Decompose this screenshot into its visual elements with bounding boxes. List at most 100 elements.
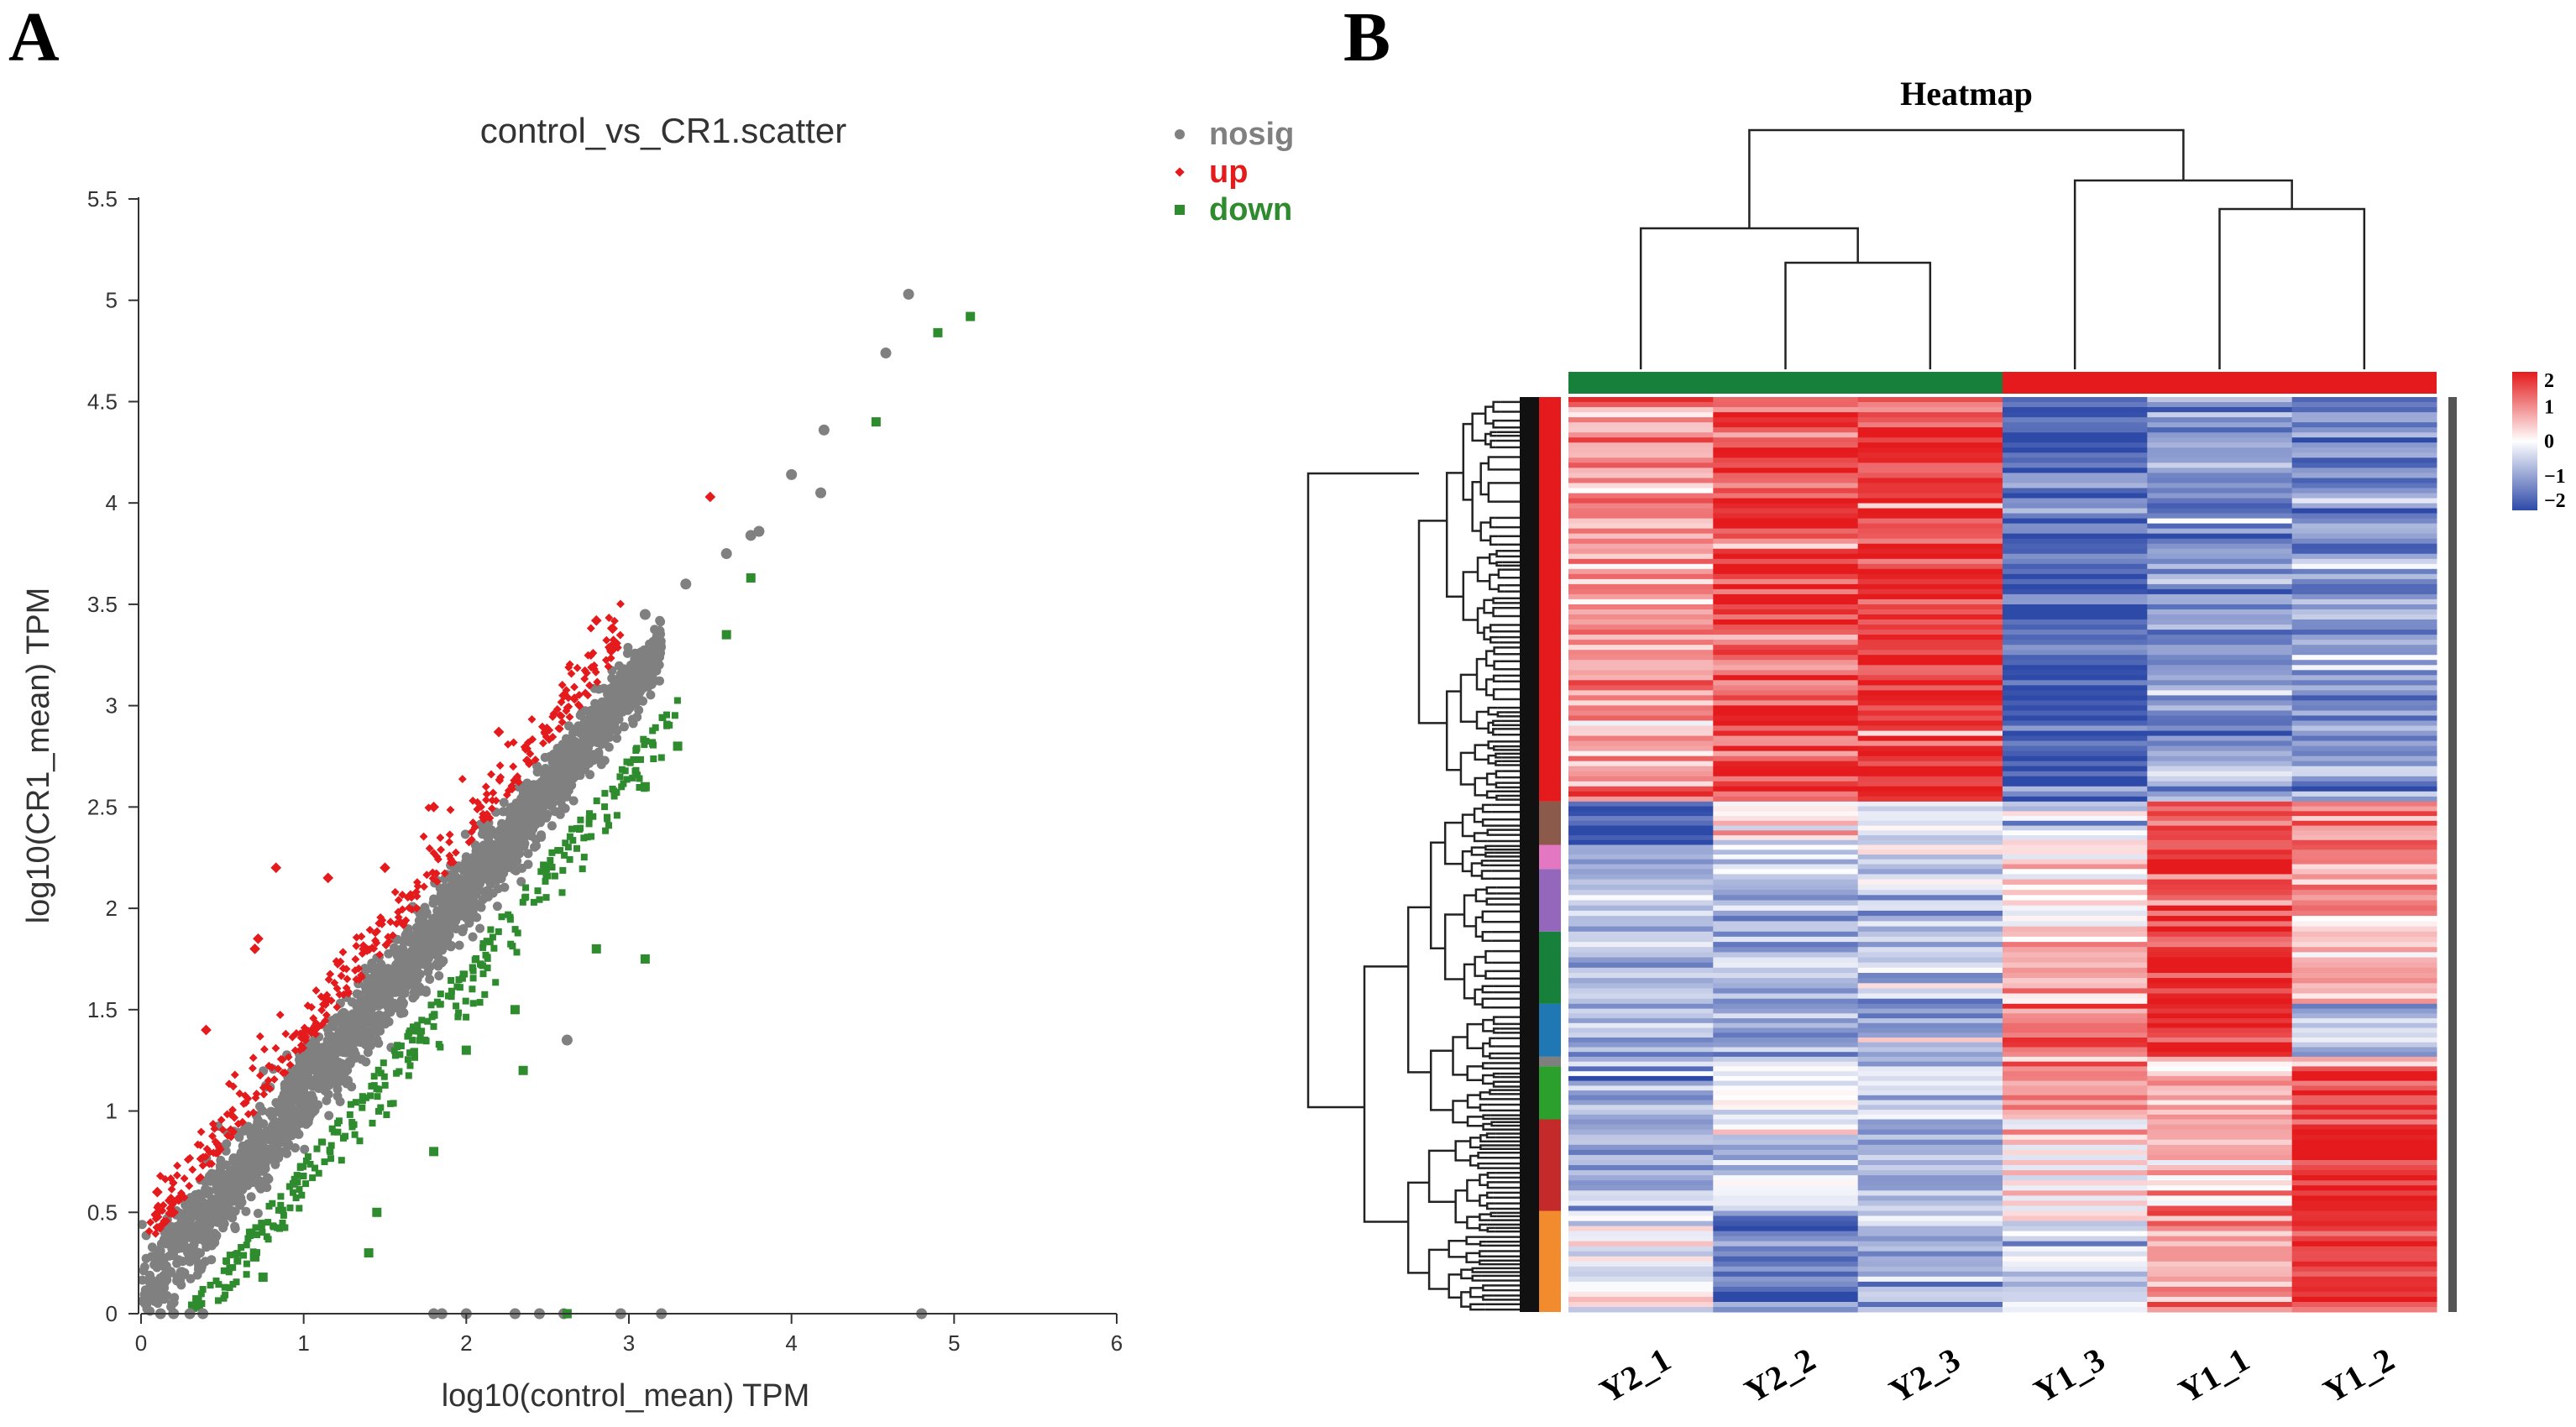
heatmap-cell	[2291, 1027, 2437, 1033]
heatmap-cell	[1857, 513, 2003, 519]
column-label-y1_3: Y1_3	[2028, 1341, 2111, 1410]
down-point	[300, 1173, 307, 1179]
heatmap-cell	[1857, 1149, 2003, 1156]
nosig-point	[395, 983, 405, 993]
down-point	[410, 1023, 416, 1031]
down-point	[304, 1153, 312, 1160]
nosig-point	[206, 1176, 215, 1186]
up-point	[420, 882, 428, 891]
nosig-point	[547, 821, 557, 831]
heatmap-cell	[1857, 1085, 2003, 1091]
heatmap-cell	[1857, 604, 2003, 610]
down-point	[435, 1041, 442, 1048]
heatmap-cell	[1713, 1286, 1859, 1293]
nosig-point	[266, 1150, 276, 1160]
heatmap-cell	[1568, 745, 1714, 752]
row-dendro-root	[1306, 472, 1419, 1109]
heatmap-cell	[1713, 452, 1859, 458]
down-point	[264, 1236, 272, 1243]
heatmap-cell	[1568, 655, 1714, 661]
heatmap-cell	[2291, 1175, 2437, 1181]
heatmap-cell	[2147, 1022, 2293, 1028]
down-point	[637, 755, 644, 763]
nosig-point	[589, 755, 599, 766]
down-point	[289, 1180, 296, 1188]
heatmap-cell	[1857, 869, 2003, 875]
nosig-point	[384, 993, 394, 1003]
heatmap-cell	[2003, 755, 2148, 762]
legend-marker-down	[1175, 205, 1185, 215]
heatmap-cell	[1713, 690, 1859, 696]
heatmap-cell	[2003, 1056, 2148, 1063]
heatmap-cell	[2291, 962, 2437, 969]
heatmap-cell	[1857, 473, 2003, 478]
heatmap-cell	[2147, 538, 2293, 545]
nosig-point	[568, 728, 578, 738]
up-point	[288, 1032, 297, 1042]
heatmap-cell	[2147, 442, 2293, 448]
heatmap-cell	[2003, 538, 2148, 545]
up-point	[487, 770, 495, 779]
heatmap-cell	[2147, 645, 2293, 651]
heatmap-cell	[2291, 801, 2437, 808]
row-dendro-branch	[1460, 1268, 1473, 1280]
heatmap-cell	[1857, 745, 2003, 752]
heatmap-cell	[2147, 593, 2293, 600]
row-dendro-branch	[1452, 1100, 1469, 1124]
heatmap-cell	[2291, 1022, 2437, 1028]
row-dendro-branch	[1490, 439, 1496, 449]
row-name-strip-bar	[2448, 397, 2457, 1312]
up-point	[488, 796, 497, 805]
heatmap-cell	[1568, 397, 1714, 403]
down-point	[243, 1260, 250, 1268]
up-point	[464, 838, 474, 847]
row-dendro-branch	[1471, 412, 1486, 442]
up-point	[482, 790, 491, 799]
heatmap-cell	[1568, 523, 1714, 530]
heatmap-cell	[2003, 573, 2148, 580]
up-point	[275, 1011, 285, 1019]
heatmap-cell	[1568, 1251, 1714, 1257]
row-dendro-branch	[1474, 776, 1488, 797]
heatmap-cell	[2291, 655, 2437, 661]
heatmap-cell	[2003, 588, 2148, 595]
heatmap-cell	[1713, 1296, 1859, 1303]
up-point	[249, 943, 260, 954]
heatmap-cell	[1713, 801, 1859, 808]
row-dendro-branch	[1487, 754, 1496, 765]
heatmap-cell	[2291, 680, 2437, 686]
heatmap-cell	[2147, 1271, 2293, 1278]
column-label-y2_3: Y2_3	[1882, 1341, 1966, 1410]
heatmap-cell	[2291, 538, 2437, 545]
down-point	[506, 916, 514, 923]
heatmap-cell	[1713, 1226, 1859, 1232]
nosig-point	[455, 904, 464, 914]
heatmap-cell	[2003, 931, 2148, 938]
down-point	[264, 1219, 272, 1226]
heatmap-cell	[1857, 1236, 2003, 1242]
row-dendro-branch	[1474, 744, 1489, 761]
heatmap-cell	[2147, 926, 2293, 933]
down-point	[479, 943, 487, 951]
up-point	[589, 649, 598, 657]
nosig-point	[603, 689, 613, 699]
down-point	[298, 1191, 306, 1199]
heatmap-cell	[1713, 1276, 1859, 1283]
heatmap-cell	[1713, 895, 1859, 901]
heatmap-cell	[2003, 801, 2148, 808]
heatmap-cell	[1713, 973, 1859, 979]
down-point	[290, 1189, 296, 1196]
heatmap-cell	[2291, 931, 2437, 938]
up-point	[573, 663, 582, 672]
heatmap-cell	[1857, 650, 2003, 656]
nosig-point	[544, 783, 554, 793]
heatmap-cell	[2003, 402, 2148, 408]
row-dendro-branch	[1475, 657, 1487, 691]
down-point	[364, 1248, 374, 1258]
heatmap-cell	[1713, 766, 1859, 772]
down-point	[490, 944, 498, 952]
nosig-point	[475, 923, 485, 933]
heatmap-cell	[2147, 890, 2293, 896]
down-point	[562, 839, 569, 847]
down-point	[620, 780, 627, 787]
